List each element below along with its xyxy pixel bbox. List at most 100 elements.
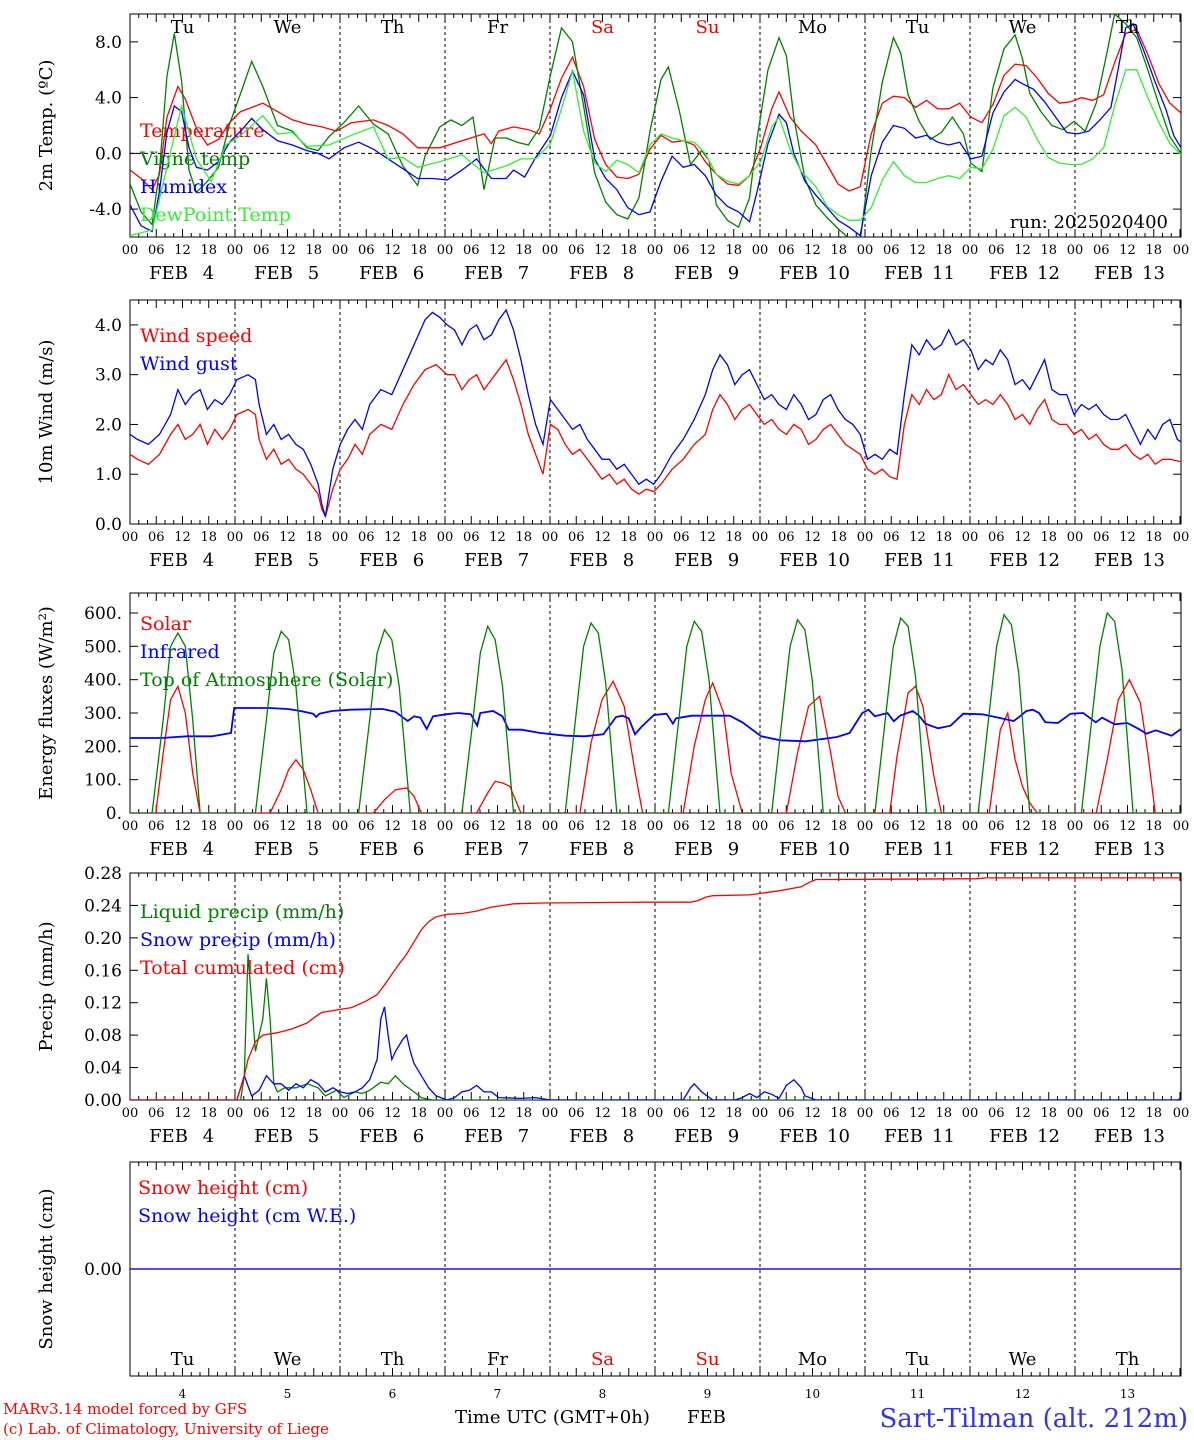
date-month-label: FEB [884, 550, 923, 571]
hour-tick-label: 18 [410, 530, 427, 545]
footer: MARv3.14 model forced by GFS (c) Lab. of… [3, 1400, 1188, 1438]
date-month-label: FEB [464, 263, 503, 284]
hour-tick-label: 12 [909, 1106, 926, 1121]
date-month-label: FEB [569, 263, 608, 284]
date-day-label: 8 [623, 1126, 634, 1147]
hour-tick-label: 18 [725, 243, 742, 258]
date-day-label: 6 [413, 263, 424, 284]
hour-tick-label: 06 [883, 819, 900, 834]
date-day-label: 8 [623, 550, 634, 571]
hour-tick-label: 06 [673, 530, 690, 545]
y-tick-label: 0.0 [95, 144, 122, 164]
date-month-label: FEB [464, 839, 503, 860]
hour-tick-label: 00 [542, 530, 559, 545]
date-month-label: FEB [149, 263, 188, 284]
hour-tick-label: 00 [1173, 819, 1190, 834]
hour-tick-label: 12 [1014, 243, 1031, 258]
hour-tick-label: 18 [200, 1106, 217, 1121]
hour-tick-label: 18 [305, 1106, 322, 1121]
hour-tick-label: 00 [647, 819, 664, 834]
hour-tick-label: 18 [1040, 530, 1057, 545]
hour-tick-label: 06 [358, 530, 375, 545]
panel-4: 0.00 0.04 0.08 0.12 0.16 0.20 0.24 0.28 Precip (… [36, 864, 1189, 1147]
legend-entry: Snow precip (mm/h) [140, 929, 336, 951]
series-line-solar [130, 678, 1181, 813]
hour-tick-label: 06 [883, 530, 900, 545]
hour-tick-label: 18 [620, 530, 637, 545]
hour-tick-label: 12 [174, 1106, 191, 1121]
weekday-label: Fr [487, 1349, 508, 1370]
hour-tick-label: 12 [594, 243, 611, 258]
date-day-label: 6 [413, 550, 424, 571]
series-line-dewpoint-temp [130, 69, 1181, 237]
y-tick-label: -4.0 [89, 200, 122, 220]
credit-line-1: MARv3.14 model forced by GFS [3, 1400, 247, 1418]
weekday-label: Tu [171, 17, 195, 38]
hour-tick-label: 00 [227, 1106, 244, 1121]
hour-tick-label: 12 [1014, 530, 1031, 545]
hour-tick-label: 12 [1014, 1106, 1031, 1121]
date-month-label: FEB [1094, 839, 1133, 860]
date-day-label: 4 [203, 1126, 214, 1147]
date-day-label: 9 [728, 263, 739, 284]
day-number-label: 7 [494, 1387, 502, 1401]
hour-tick-label: 12 [594, 819, 611, 834]
date-month-label: FEB [989, 1126, 1028, 1147]
hour-tick-label: 00 [227, 243, 244, 258]
y-tick-label: 600. [84, 604, 122, 624]
hour-tick-label: 12 [804, 243, 821, 258]
y-axis-title: 10m Wind (m/s) [36, 340, 57, 485]
hour-tick-label: 06 [148, 819, 165, 834]
hour-tick-label: 00 [542, 243, 559, 258]
series-line-infrared [130, 707, 1181, 743]
date-month-label: FEB [254, 263, 293, 284]
date-month-label: FEB [989, 263, 1028, 284]
hour-tick-label: 18 [1040, 243, 1057, 258]
hour-tick-label: 06 [253, 819, 270, 834]
weekday-label: We [1009, 1349, 1037, 1370]
date-month-label: FEB [1094, 1126, 1133, 1147]
series-line-temperature [130, 28, 1181, 192]
hour-tick-label: 06 [673, 819, 690, 834]
hour-tick-label: 12 [1014, 819, 1031, 834]
hour-tick-label: 06 [778, 819, 795, 834]
y-axis-title: Precip (mm/h) [36, 921, 57, 1051]
hour-tick-label: 12 [384, 243, 401, 258]
hour-tick-label: 12 [804, 1106, 821, 1121]
hour-tick-label: 00 [752, 1106, 769, 1121]
hour-tick-label: 18 [515, 819, 532, 834]
series-line-total-cumulated-cm- [130, 877, 1181, 1100]
hour-tick-label: 00 [1067, 1106, 1084, 1121]
date-day-label: 11 [932, 1126, 955, 1147]
hour-tick-label: 00 [122, 1106, 139, 1121]
date-month-label: FEB [674, 263, 713, 284]
legend-entry: Liquid precip (mm/h) [140, 901, 344, 923]
y-tick-label: 0.08 [84, 1026, 122, 1046]
y-tick-label: 3.0 [95, 366, 122, 386]
y-tick-label: 200. [84, 737, 122, 757]
hour-tick-label: 00 [437, 243, 454, 258]
hour-tick-label: 00 [647, 243, 664, 258]
legend-entry: Top of Atmosphere (Solar) [140, 669, 393, 691]
hour-tick-label: 18 [830, 1106, 847, 1121]
hour-tick-label: 12 [174, 243, 191, 258]
date-day-label: 9 [728, 550, 739, 571]
weekday-label: Tu [906, 17, 930, 38]
hour-tick-label: 12 [1119, 243, 1136, 258]
hour-tick-label: 00 [227, 530, 244, 545]
station-label: Sart-Tilman (alt. 212m) [879, 1404, 1188, 1434]
hour-tick-label: 06 [463, 530, 480, 545]
hour-tick-label: 06 [253, 1106, 270, 1121]
series-line-liquid-precip-mm-h- [130, 954, 1181, 1100]
date-day-label: 5 [308, 1126, 319, 1147]
hour-tick-label: 00 [962, 819, 979, 834]
date-day-label: 13 [1142, 263, 1165, 284]
date-month-label: FEB [989, 550, 1028, 571]
legend-entry: DewPoint Temp [140, 204, 291, 226]
day-number-label: 13 [1120, 1387, 1135, 1401]
date-month-label: FEB [989, 839, 1028, 860]
hour-tick-label: 00 [332, 243, 349, 258]
hour-tick-label: 00 [857, 1106, 874, 1121]
date-day-label: 8 [623, 839, 634, 860]
